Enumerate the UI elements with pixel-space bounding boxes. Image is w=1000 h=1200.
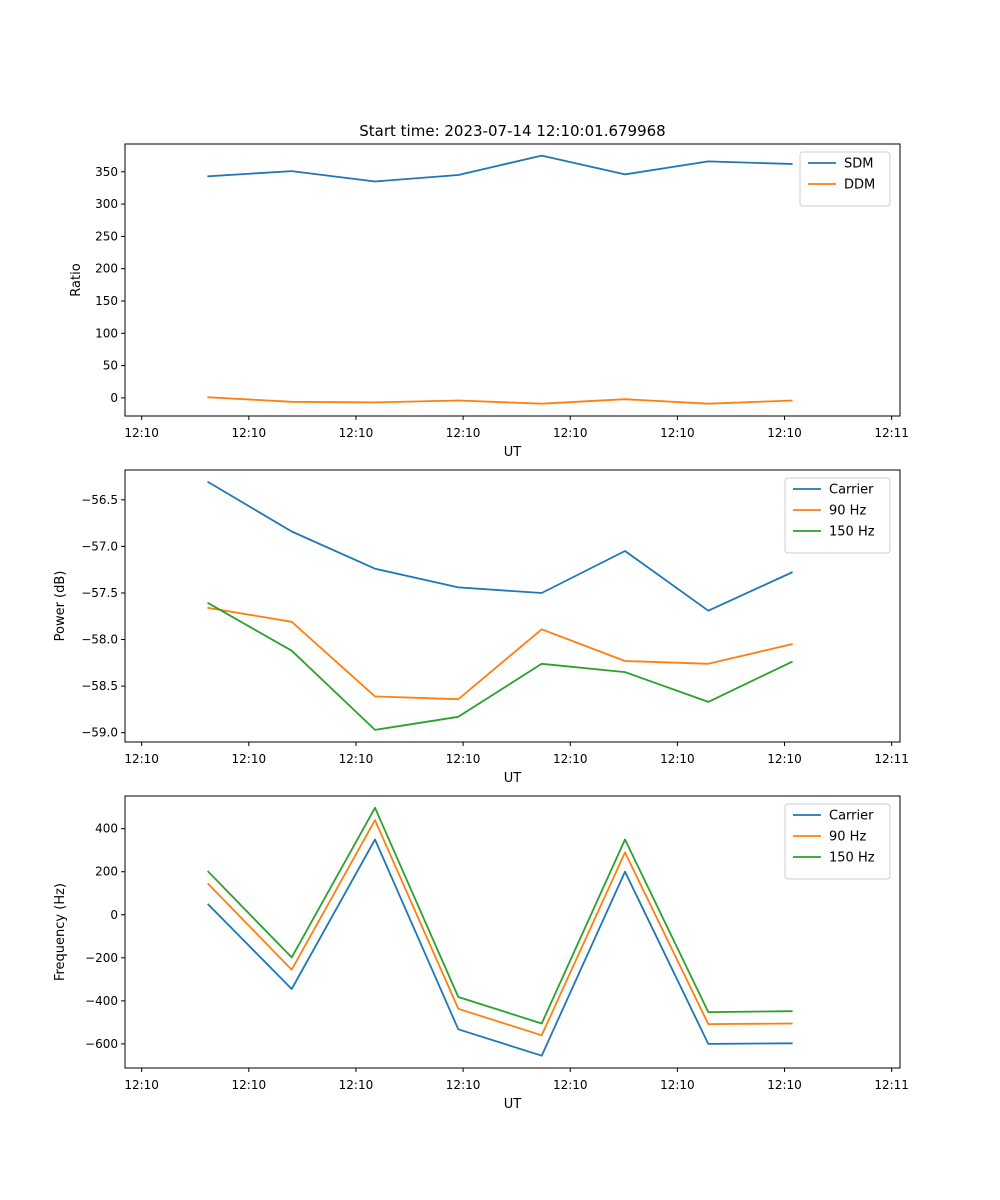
x-tick-label: 12:10 xyxy=(553,426,588,440)
y-tick-label: 350 xyxy=(95,165,118,179)
x-tick-label: 12:10 xyxy=(767,1078,802,1092)
x-tick-label: 12:10 xyxy=(232,426,267,440)
x-tick-label: 12:10 xyxy=(339,1078,374,1092)
y-tick-label: −59.0 xyxy=(81,726,118,740)
y-tick-label: −57.0 xyxy=(81,539,118,553)
y-tick-label: −56.5 xyxy=(81,493,118,507)
axes-frame xyxy=(124,469,901,743)
chart-panel-2: 12:10 12:10 12:10 12:10 12:10 12:10 12:10 12:11… xyxy=(53,469,909,786)
x-tick-label: 12:10 xyxy=(124,1078,159,1092)
legend: SDM DDM xyxy=(799,151,891,207)
x-tick-label: 12:11 xyxy=(874,1078,909,1092)
y-tick-label: 0 xyxy=(110,908,118,922)
series-line-150-hz xyxy=(207,806,793,1025)
x-tick-label: 12:10 xyxy=(553,752,588,766)
x-tick-label: 12:10 xyxy=(660,426,695,440)
y-tick-label: 300 xyxy=(95,197,118,211)
y-axis-label: Frequency (Hz) xyxy=(53,883,68,981)
legend-box xyxy=(799,151,891,207)
legend: Carrier 90 Hz 150 Hz xyxy=(784,477,891,554)
x-tick-label: 12:10 xyxy=(124,426,159,440)
x-tick-label: 12:10 xyxy=(446,1078,481,1092)
x-axis-label: UT xyxy=(504,771,522,786)
y-tick-label: 50 xyxy=(103,359,118,373)
legend-label: Carrier xyxy=(829,809,874,824)
series-line-90-hz xyxy=(207,606,793,701)
legend-label: 150 Hz xyxy=(829,851,875,866)
x-tick-label: 12:10 xyxy=(446,752,481,766)
y-tick-label: −57.5 xyxy=(81,586,118,600)
y-axis-label: Ratio xyxy=(69,263,84,296)
legend-label: 150 Hz xyxy=(829,525,875,540)
series-line-ddm xyxy=(207,396,793,405)
legend-label: 90 Hz xyxy=(829,504,866,519)
x-tick-label: 12:10 xyxy=(124,752,159,766)
y-tick-label: 100 xyxy=(95,326,118,340)
x-tick-label: 12:10 xyxy=(339,752,374,766)
y-tick-label: −400 xyxy=(85,994,118,1008)
series-line-sdm xyxy=(207,154,793,183)
y-tick-label: 200 xyxy=(95,262,118,276)
x-tick-label: 12:10 xyxy=(446,426,481,440)
series-line-90-hz xyxy=(207,819,793,1037)
series-line-carrier xyxy=(207,838,793,1057)
x-tick-label: 12:10 xyxy=(232,1078,267,1092)
x-tick-label: 12:10 xyxy=(339,426,374,440)
axes-frame xyxy=(124,795,901,1069)
y-tick-label: 400 xyxy=(95,822,118,836)
x-tick-label: 12:10 xyxy=(660,752,695,766)
series-line-carrier xyxy=(207,480,793,612)
y-tick-label: 250 xyxy=(95,229,118,243)
legend-box xyxy=(784,477,891,554)
x-tick-label: 12:11 xyxy=(874,426,909,440)
y-tick-label: −600 xyxy=(85,1037,118,1051)
chart-title: Start time: 2023-07-14 12:10:01.679968 xyxy=(359,122,665,140)
x-tick-label: 12:10 xyxy=(767,752,802,766)
x-axis-label: UT xyxy=(504,1097,522,1112)
x-tick-label: 12:10 xyxy=(232,752,267,766)
chart-panel-3: 12:10 12:10 12:10 12:10 12:10 12:10 12:10 12:11… xyxy=(53,795,909,1112)
legend: Carrier 90 Hz 150 Hz xyxy=(784,803,891,880)
legend-label: 90 Hz xyxy=(829,830,866,845)
legend-box xyxy=(784,803,891,880)
legend-label: SDM xyxy=(844,157,873,172)
x-tick-label: 12:10 xyxy=(660,1078,695,1092)
y-tick-label: 200 xyxy=(95,865,118,879)
series-line-150-hz xyxy=(207,601,793,731)
chart-panel-1: 12:10 12:10 12:10 12:10 12:10 12:10 12:10 12:11… xyxy=(69,143,909,460)
x-axis-label: UT xyxy=(504,445,522,460)
x-tick-label: 12:10 xyxy=(553,1078,588,1092)
legend-label: Carrier xyxy=(829,483,874,498)
y-tick-label: 150 xyxy=(95,294,118,308)
y-tick-label: −58.0 xyxy=(81,633,118,647)
x-tick-label: 12:10 xyxy=(767,426,802,440)
x-tick-label: 12:11 xyxy=(874,752,909,766)
legend-label: DDM xyxy=(844,178,875,193)
y-tick-label: −58.5 xyxy=(81,679,118,693)
y-tick-label: −200 xyxy=(85,951,118,965)
y-tick-label: 0 xyxy=(110,391,118,405)
axes-frame xyxy=(124,143,901,417)
y-axis-label: Power (dB) xyxy=(53,571,68,642)
